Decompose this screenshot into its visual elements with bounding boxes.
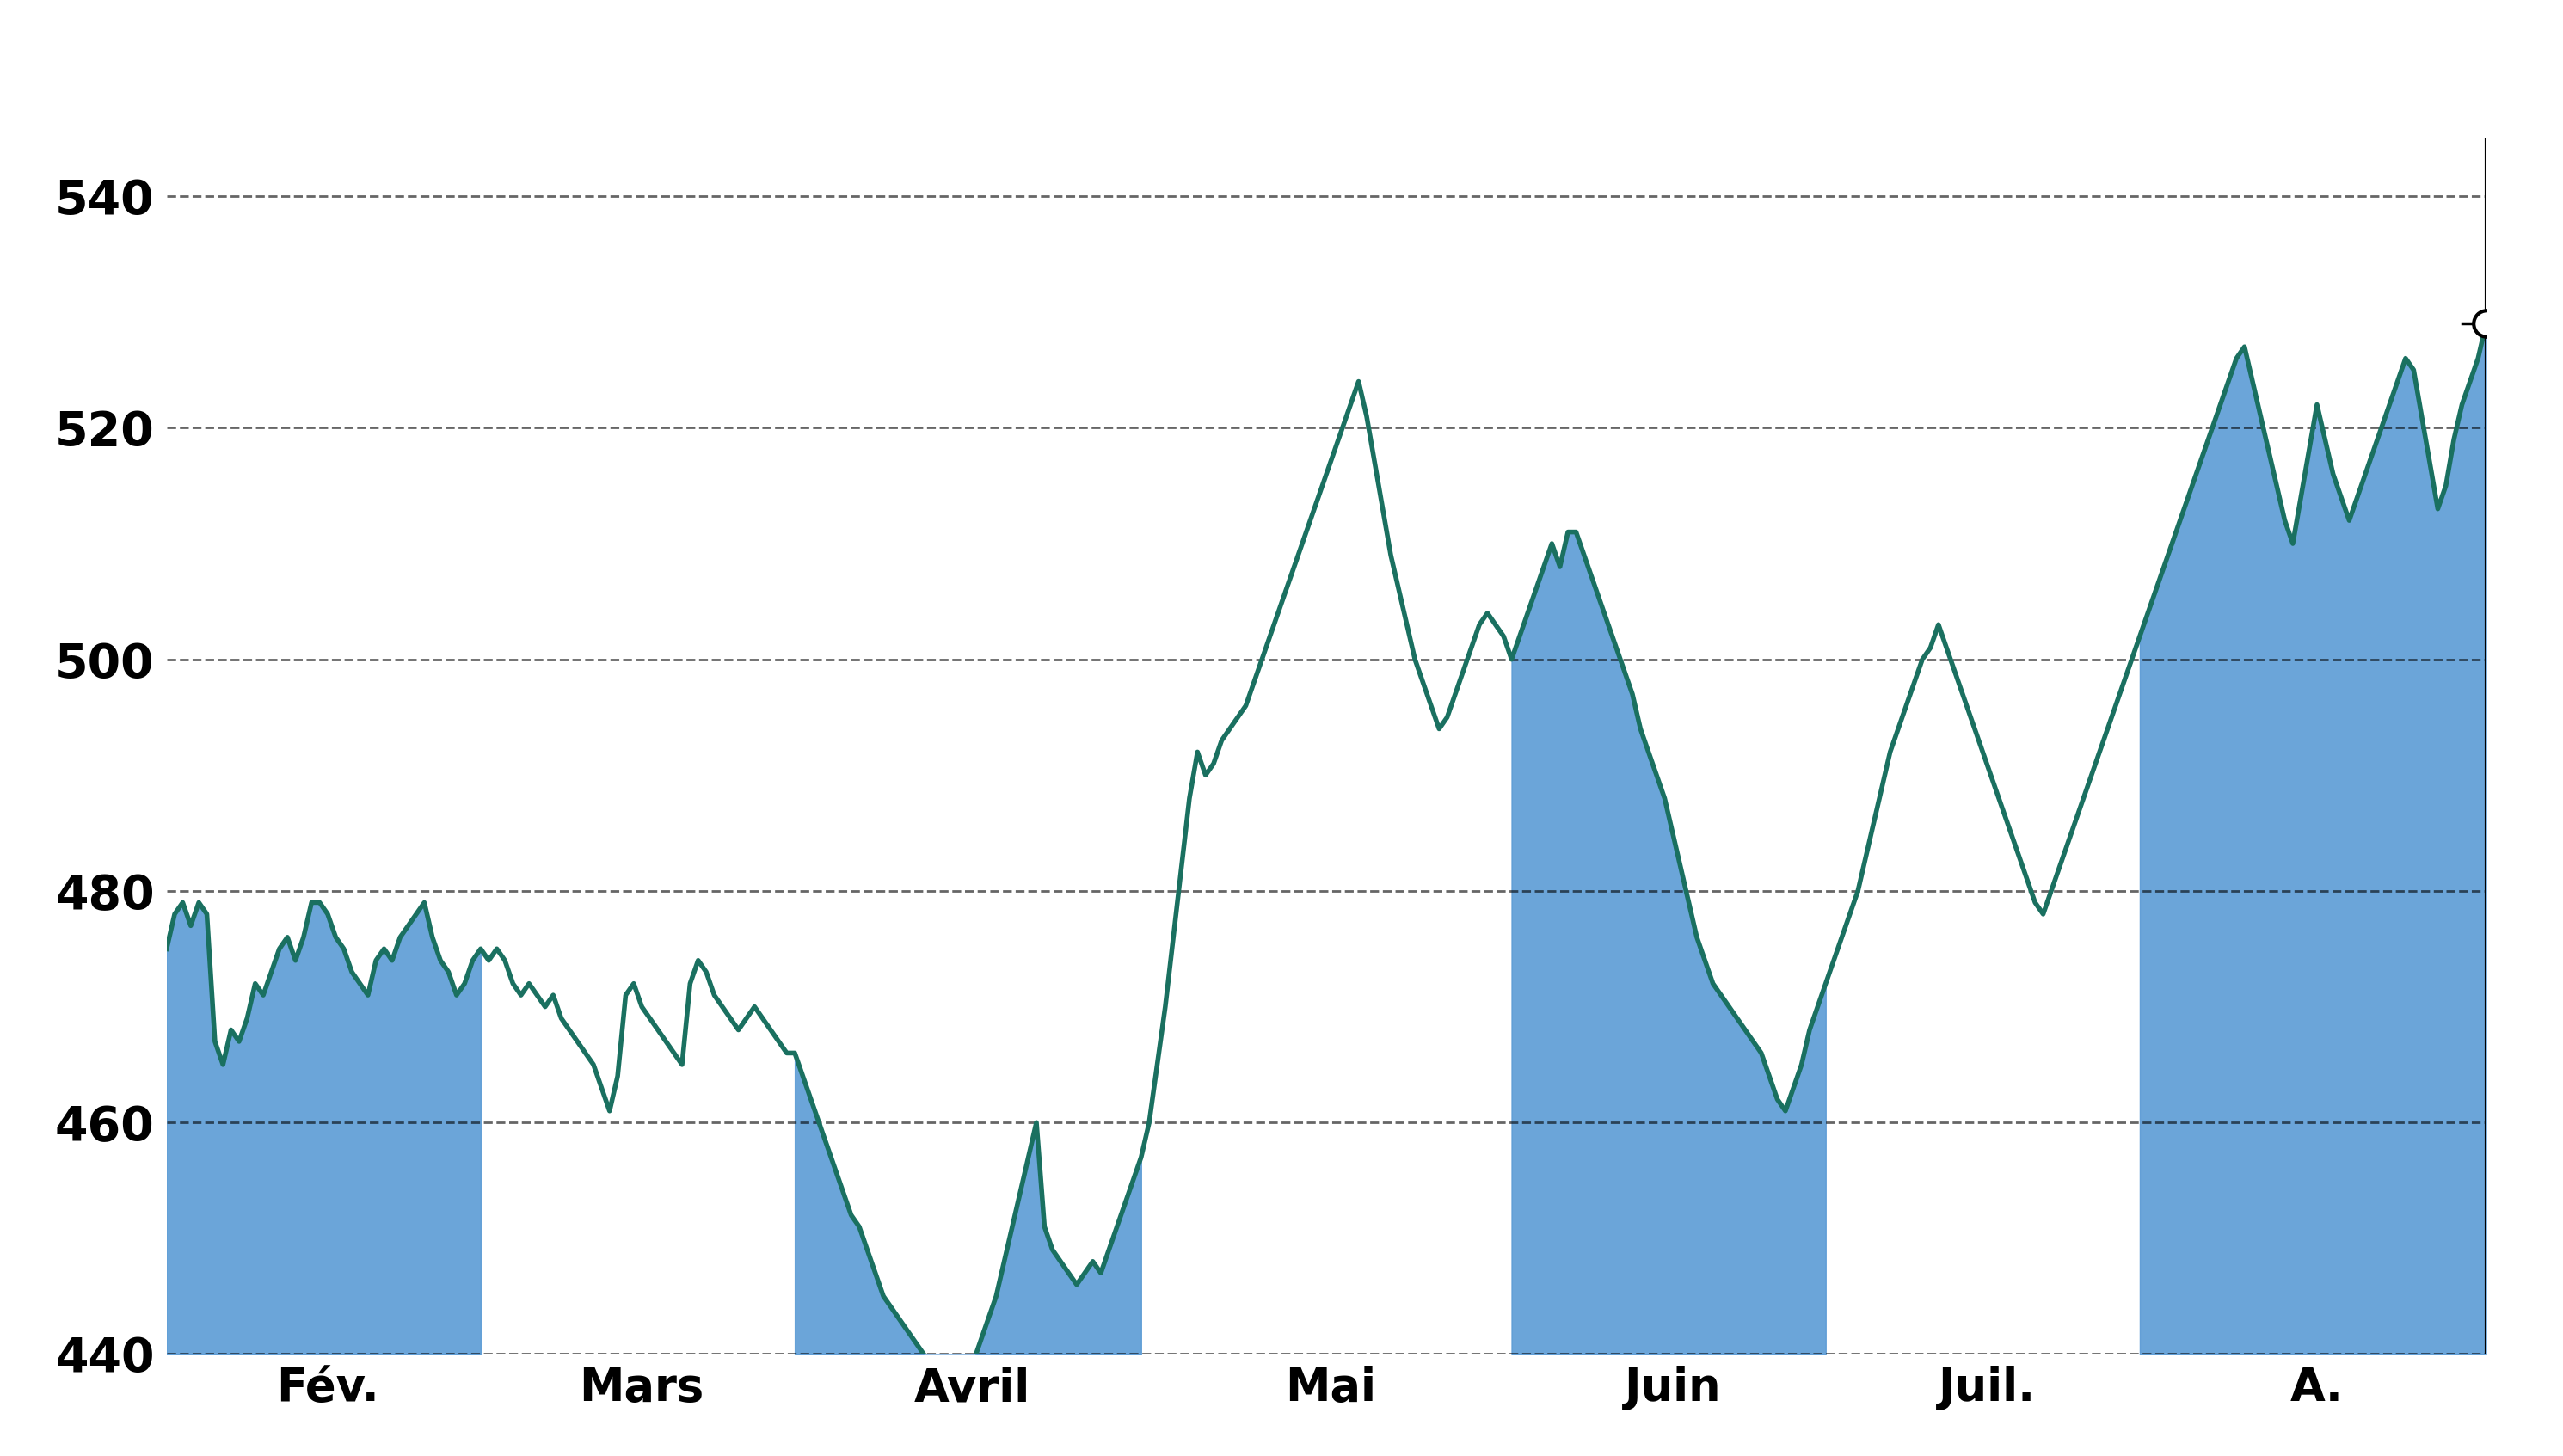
Text: Barratt Developments PLC: Barratt Developments PLC [566,17,1997,111]
